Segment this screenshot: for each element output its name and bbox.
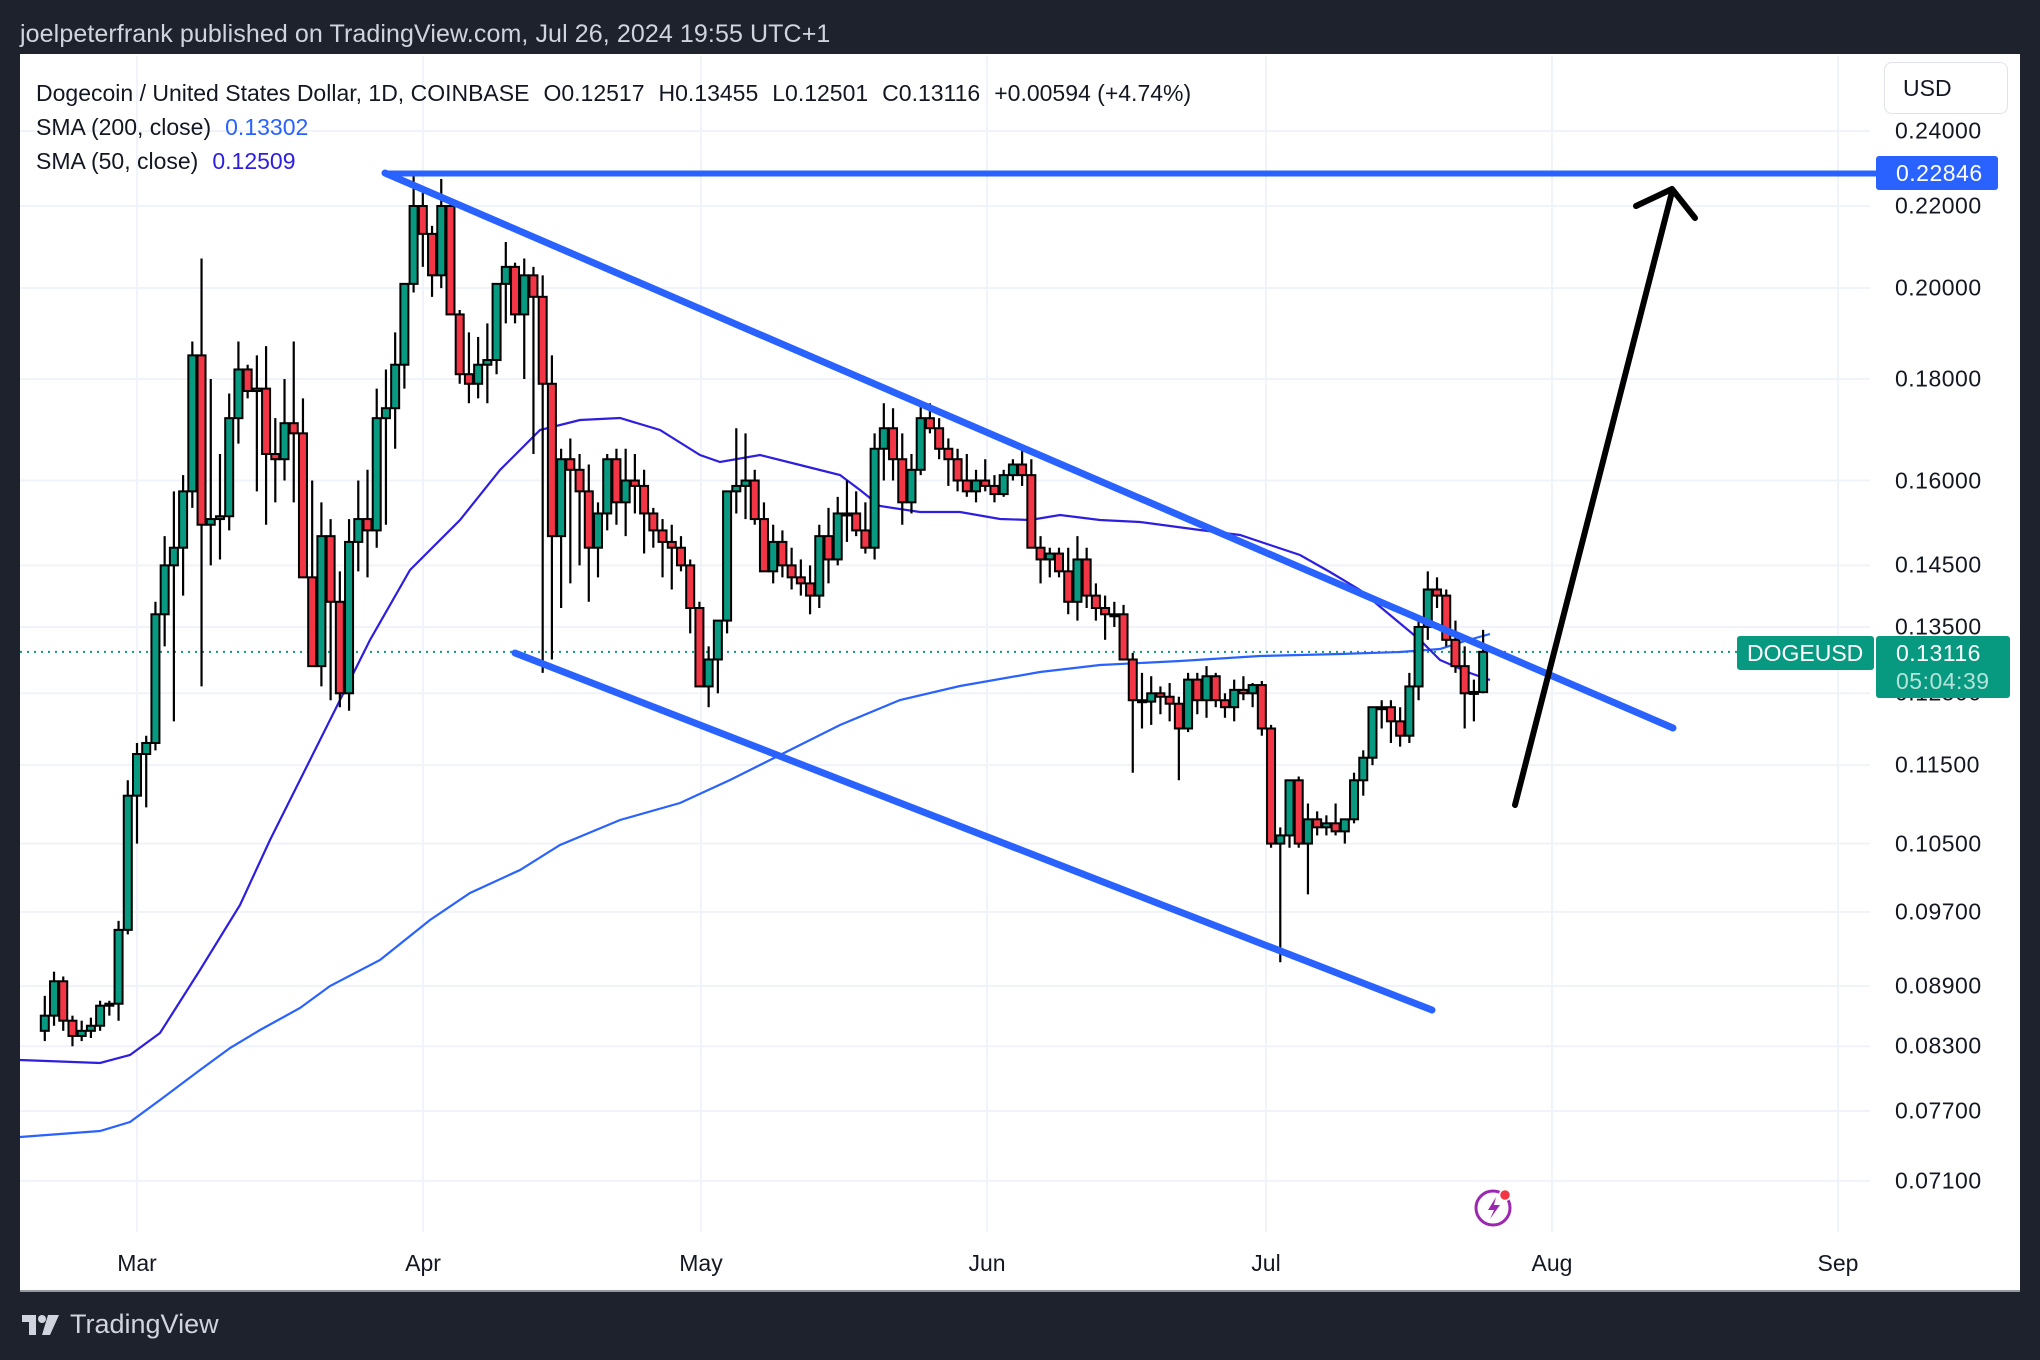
tradingview-brand[interactable]: TradingView (22, 1309, 219, 1340)
time-tick-label: Aug (1531, 1250, 1573, 1276)
price-tick-label: 0.18000 (1895, 365, 1982, 392)
price-tick-label: 0.10500 (1895, 830, 1982, 857)
price-tick-label: 0.13500 (1895, 613, 1982, 640)
sma200-value: 0.13302 (225, 114, 309, 140)
last-price-label: 0.13116 05:04:39 (1876, 636, 2010, 698)
upper-trendline[interactable] (381, 169, 1677, 732)
price-tick-label: 0.16000 (1895, 467, 1982, 493)
price-tick-label: 0.08900 (1895, 972, 1982, 999)
arrow-up-icon (1633, 186, 1698, 221)
brand-name: TradingView (70, 1309, 219, 1339)
open-value: O0.12517 (543, 80, 645, 106)
price-tick-label: 0.07100 (1895, 1167, 1982, 1194)
sma50-label: SMA (50, close) (36, 148, 199, 174)
price-tick-label: 0.11500 (1895, 751, 1980, 778)
change-value: +0.00594 (+4.74%) (994, 80, 1192, 106)
price-tick-label: 0.20000 (1895, 274, 1982, 301)
sma200-label: SMA (200, close) (36, 114, 212, 140)
publisher-line: joelpeterfrank published on TradingView.… (20, 20, 831, 48)
symbol-description: Dogecoin / United States Dollar, 1D, COI… (36, 80, 530, 106)
sma50-value: 0.12509 (212, 148, 296, 174)
lower-trendline[interactable] (511, 649, 1436, 1014)
time-tick-label: Apr (405, 1250, 441, 1276)
price-tick-label: 0.24000 (1895, 117, 1982, 144)
sma50-line[interactable] (19, 416, 1491, 1065)
price-tick-label: 0.08300 (1895, 1032, 1982, 1059)
time-tick-label: Mar (117, 1250, 157, 1276)
chart-legend: Dogecoin / United States Dollar, 1D, COI… (36, 76, 1191, 178)
ohlc-row: Dogecoin / United States Dollar, 1D, COI… (36, 76, 1191, 110)
sma50-row[interactable]: SMA (50, close) 0.12509 (36, 144, 1191, 178)
time-tick-label: Jul (1251, 1250, 1281, 1276)
high-value: H0.13455 (658, 80, 759, 106)
close-value: C0.13116 (882, 80, 981, 106)
time-tick-label: Jun (968, 1250, 1006, 1276)
last-price-value: 0.13116 (1896, 640, 1981, 666)
lightning-icon[interactable] (1473, 1186, 1515, 1228)
time-tick-label: Sep (1817, 1250, 1859, 1276)
price-tick-label: 0.22000 (1895, 192, 1982, 219)
bar-countdown: 05:04:39 (1896, 668, 1990, 694)
time-tick-label: May (679, 1250, 723, 1276)
currency-button[interactable]: USD (1884, 62, 2008, 114)
price-tick-label: 0.14500 (1895, 551, 1982, 578)
arrow-shaft[interactable] (1512, 189, 1675, 808)
grid (20, 56, 1870, 1232)
horizontal-level-label: 0.22846 (1876, 156, 1998, 190)
candles[interactable] (39, 173, 1489, 1047)
tradingview-logo-icon (22, 1314, 59, 1335)
drawings[interactable] (381, 169, 1876, 1014)
sma200-row[interactable]: SMA (200, close) 0.13302 (36, 110, 1191, 144)
low-value: L0.12501 (772, 80, 869, 106)
sma200-line[interactable] (19, 632, 1491, 1139)
symbol-price-label: DOGEUSD (1737, 636, 1874, 670)
price-tick-label: 0.09700 (1895, 898, 1982, 925)
price-tick-label: 0.07700 (1895, 1097, 1982, 1124)
